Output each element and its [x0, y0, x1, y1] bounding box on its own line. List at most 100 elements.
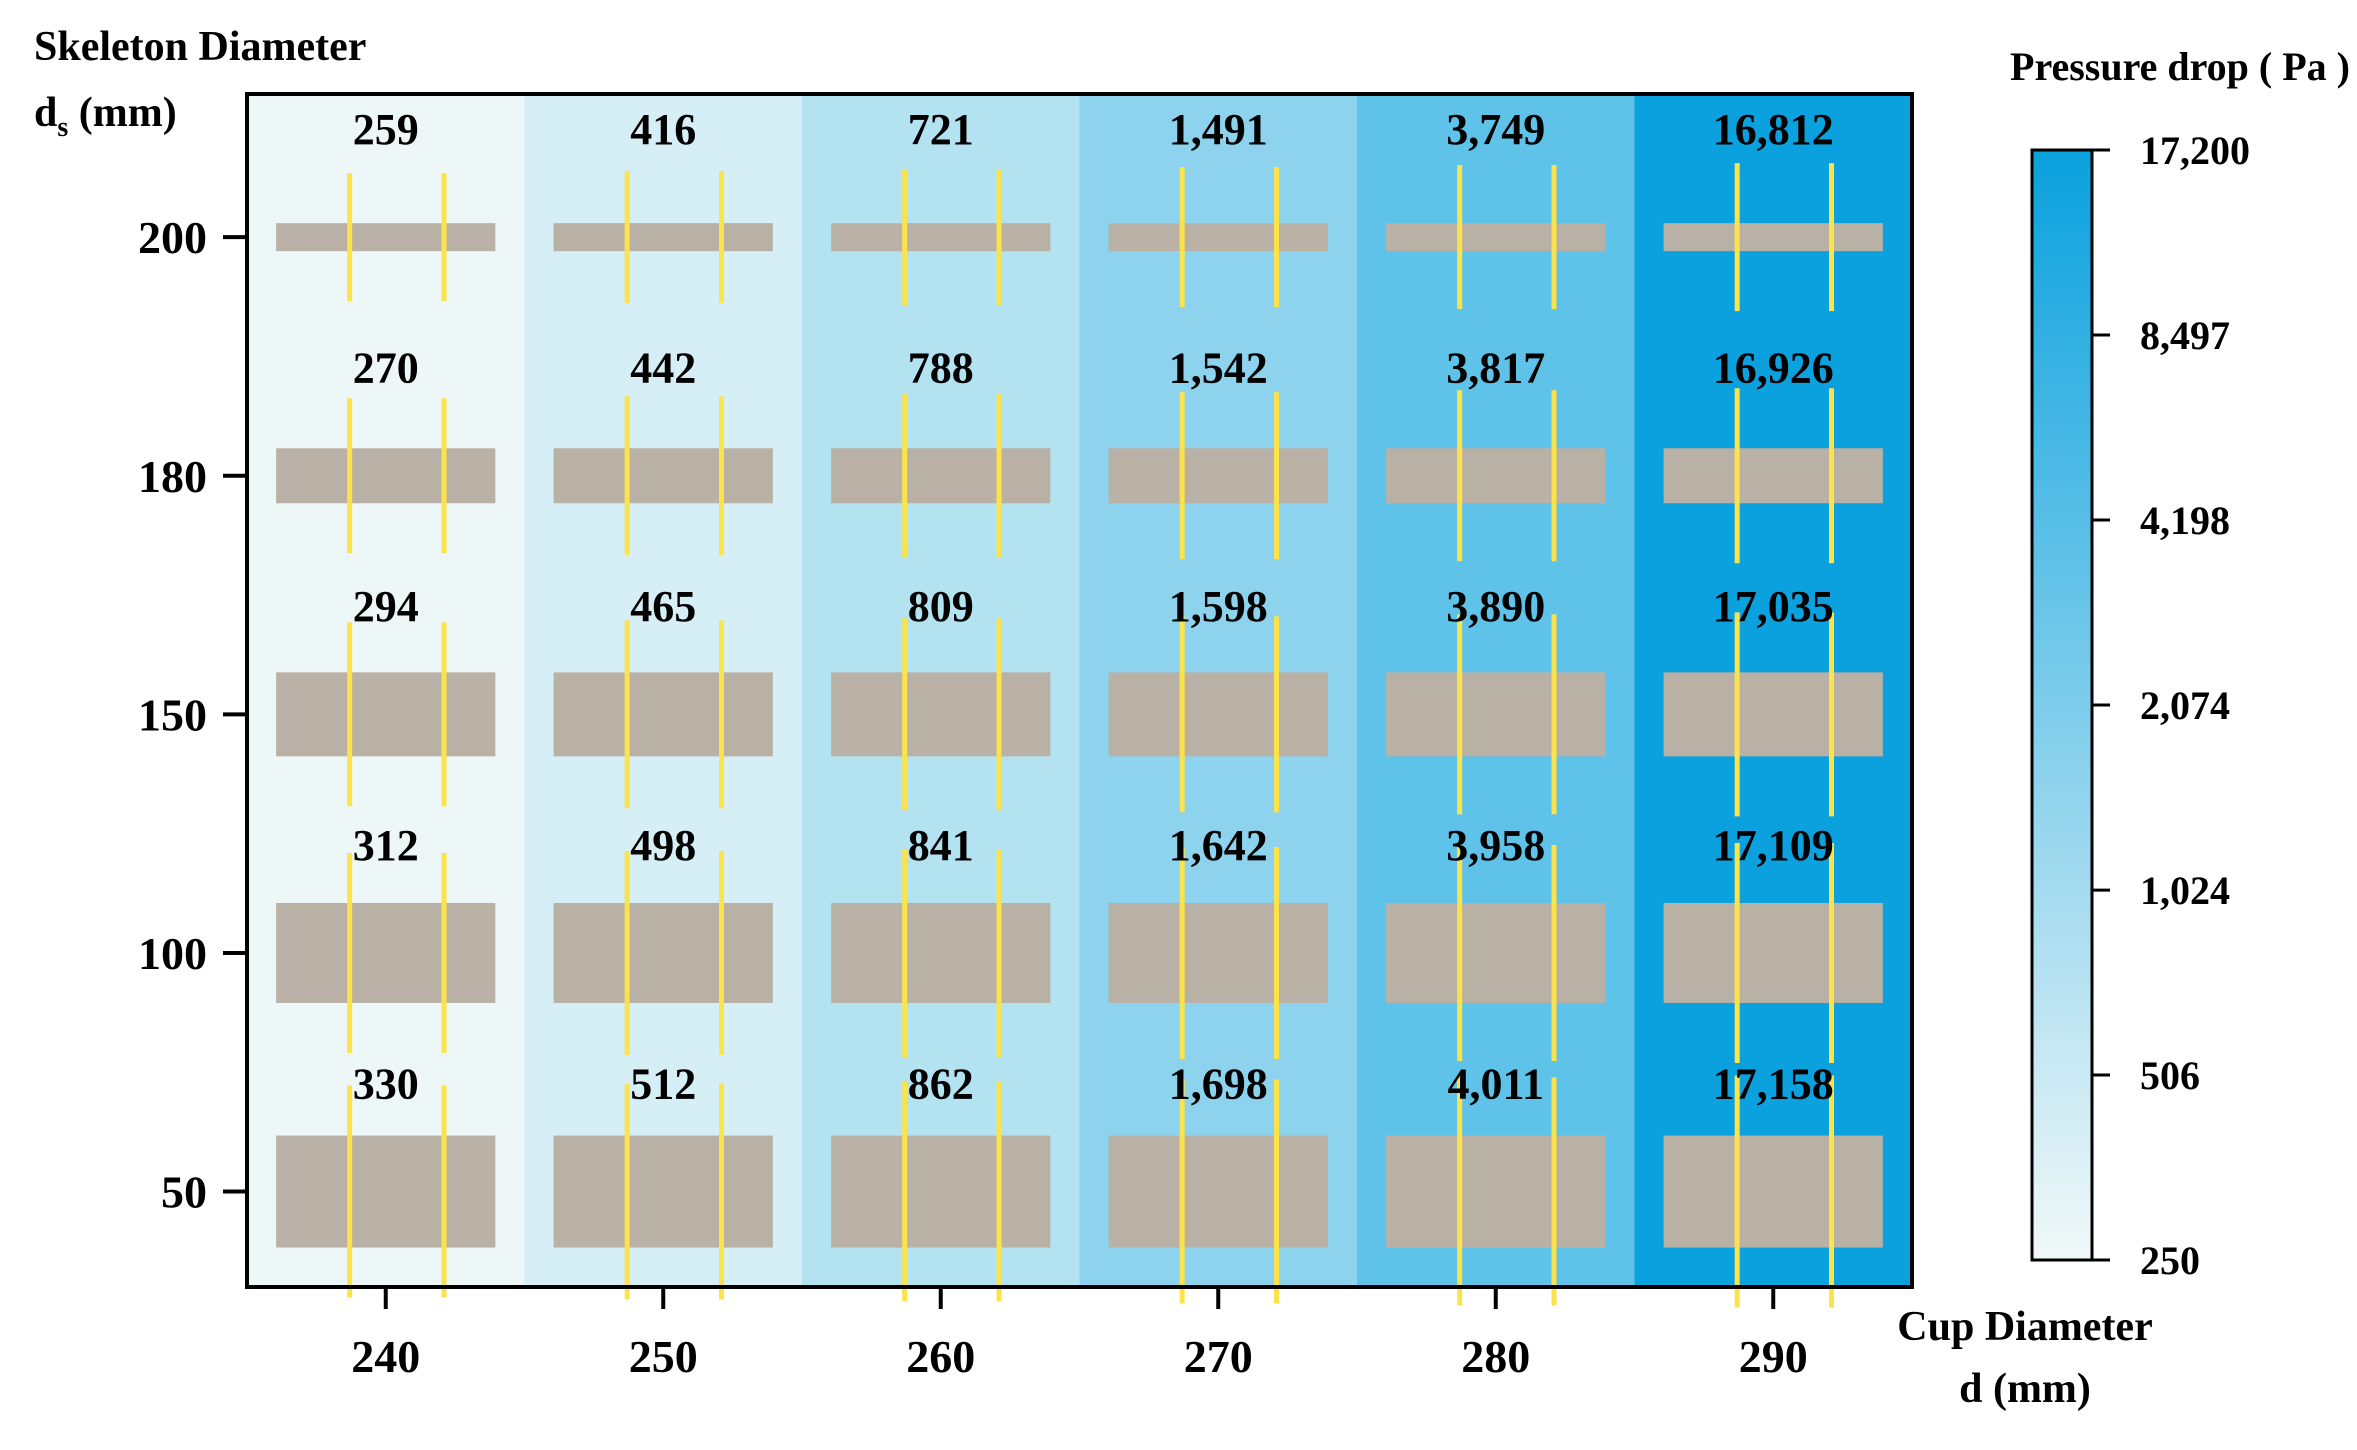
value-label-r4-c3: 1,698 [1169, 1059, 1268, 1108]
colorbar-title: Pressure drop ( Pa ) [2010, 44, 2350, 89]
value-label-r1-c5: 16,926 [1713, 344, 1834, 393]
skeleton-bar-r1-c0 [276, 448, 496, 504]
x-tick-label-1: 250 [629, 1331, 698, 1382]
y-tick-label-4: 50 [161, 1167, 207, 1218]
x-tick-label-3: 270 [1184, 1331, 1253, 1382]
skeleton-bar-r1-c2 [831, 448, 1051, 504]
heatmap-cell-r0-c0 [247, 94, 525, 334]
value-label-r2-c4: 3,890 [1446, 582, 1545, 631]
value-label-r0-c2: 721 [908, 105, 974, 154]
value-label-r0-c0: 259 [353, 105, 419, 154]
skeleton-bar-r2-c5 [1663, 672, 1883, 757]
x-tick-label-4: 280 [1461, 1331, 1530, 1382]
skeleton-bar-r1-c4 [1386, 448, 1606, 504]
colorbar-tick-label-2: 4,198 [2140, 498, 2230, 543]
x-tick-label-5: 290 [1739, 1331, 1808, 1382]
y-axis-ticks: 200 180 150 100 50 [138, 212, 247, 1218]
heatmap-cell-r0-c5 [1634, 94, 1913, 334]
x-axis-title: Cup Diameter [1897, 1304, 2152, 1350]
value-label-r3-c0: 312 [353, 821, 419, 870]
value-label-r2-c3: 1,598 [1169, 582, 1268, 631]
value-label-r2-c5: 17,035 [1713, 582, 1834, 631]
skeleton-bar-r1-c1 [553, 448, 773, 504]
skeleton-bar-r2-c4 [1386, 672, 1606, 757]
value-label-r3-c5: 17,109 [1713, 821, 1834, 870]
colorbar-tick-label-1: 8,497 [2140, 313, 2230, 358]
value-label-r3-c2: 841 [908, 821, 974, 870]
skeleton-bar-r0-c4 [1386, 223, 1606, 252]
y-tick-label-0: 200 [138, 212, 207, 263]
skeleton-bar-r3-c5 [1663, 902, 1883, 1003]
skeleton-bar-r4-c5 [1663, 1135, 1883, 1248]
skeleton-bar-r3-c2 [831, 902, 1051, 1003]
skeleton-bar-r2-c0 [276, 672, 496, 757]
value-label-r3-c1: 498 [630, 821, 696, 870]
skeleton-bar-r4-c0 [276, 1135, 496, 1248]
value-label-r0-c1: 416 [630, 105, 696, 154]
skeleton-bar-r0-c2 [831, 223, 1051, 252]
value-label-r4-c0: 330 [353, 1059, 419, 1108]
heatmap-cell-r0-c3 [1079, 94, 1358, 334]
value-label-r2-c1: 465 [630, 582, 696, 631]
value-label-r1-c4: 3,817 [1446, 344, 1545, 393]
y-tick-label-2: 150 [138, 689, 207, 740]
value-label-r4-c4: 4,011 [1447, 1059, 1544, 1108]
y-axis-title: Skeleton Diameter [34, 24, 366, 70]
x-axis-unit: d (mm) [1959, 1366, 2091, 1412]
skeleton-bar-r1-c3 [1108, 448, 1328, 504]
y-axis-unit-base: d [34, 90, 57, 136]
skeleton-bar-r2-c3 [1108, 672, 1328, 757]
skeleton-bar-r0-c5 [1663, 223, 1883, 252]
y-axis-unit-rest: (mm) [68, 90, 176, 136]
value-label-r4-c1: 512 [630, 1059, 696, 1108]
value-label-r4-c5: 17,158 [1713, 1059, 1834, 1108]
y-axis-unit: ds (mm) [34, 90, 177, 143]
skeleton-bar-r4-c2 [831, 1135, 1051, 1248]
value-label-r2-c2: 809 [908, 582, 974, 631]
colorbar-tick-label-6: 250 [2140, 1238, 2200, 1283]
value-label-r1-c3: 1,542 [1169, 344, 1268, 393]
colorbar-ticks: 17,200 8,497 4,198 2,074 1,024 506 250 [2092, 128, 2250, 1283]
value-label-r3-c3: 1,642 [1169, 821, 1268, 870]
colorbar-tick-label-4: 1,024 [2140, 868, 2230, 913]
skeleton-bar-r2-c2 [831, 672, 1051, 757]
x-tick-label-2: 260 [906, 1331, 975, 1382]
value-label-r0-c5: 16,812 [1713, 105, 1834, 154]
plot-frame [245, 92, 1914, 1289]
skeleton-bar-r0-c0 [276, 223, 496, 252]
skeleton-bar-r4-c3 [1108, 1135, 1328, 1248]
value-label-r2-c0: 294 [353, 582, 419, 631]
skeleton-bar-r1-c5 [1663, 448, 1883, 504]
colorbar-tick-label-3: 2,074 [2140, 683, 2230, 728]
colorbar [2030, 148, 2094, 1262]
value-label-r3-c4: 3,958 [1446, 821, 1545, 870]
heatmap-cell-r0-c2 [802, 94, 1080, 334]
value-labels: 259 416 721 1,491 3,749 16,812 270 442 788 1,542 3… [353, 105, 1834, 1108]
y-tick-label-3: 100 [138, 928, 207, 979]
value-label-r1-c2: 788 [908, 344, 974, 393]
skeleton-bar-r4-c1 [553, 1135, 773, 1248]
skeleton-bar-r0-c1 [553, 223, 773, 252]
skeleton-bar-r3-c3 [1108, 902, 1328, 1003]
skeleton-bars [276, 163, 1883, 1308]
value-label-r4-c2: 862 [908, 1059, 974, 1108]
colorbar-tick-label-5: 506 [2140, 1053, 2200, 1098]
value-label-r1-c1: 442 [630, 344, 696, 393]
skeleton-bar-r2-c1 [553, 672, 773, 757]
heatmap-cell-r0-c1 [524, 94, 803, 334]
colorbar-tick-label-0: 17,200 [2140, 128, 2250, 173]
y-tick-label-1: 180 [138, 451, 207, 502]
x-axis-ticks: 240 250 260 270 280 290 [351, 1287, 1808, 1382]
heatmap-cell-r0-c4 [1357, 94, 1635, 334]
skeleton-bar-r3-c0 [276, 902, 496, 1003]
value-label-r0-c4: 3,749 [1446, 105, 1545, 154]
value-label-r0-c3: 1,491 [1169, 105, 1268, 154]
value-label-r1-c0: 270 [353, 344, 419, 393]
x-tick-label-0: 240 [351, 1331, 420, 1382]
heatmap-cells [247, 94, 1913, 1288]
y-axis-unit-sub: s [57, 112, 68, 143]
skeleton-bar-r3-c4 [1386, 902, 1606, 1003]
skeleton-bar-r3-c1 [553, 902, 773, 1003]
skeleton-bar-r0-c3 [1108, 223, 1328, 252]
